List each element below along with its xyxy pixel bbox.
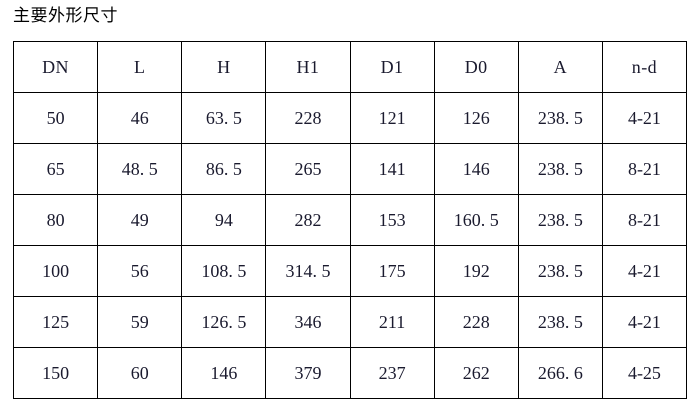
cell-d1: 211 <box>349 296 435 348</box>
page-title: 主要外形尺寸 <box>13 6 118 26</box>
column-header-dn: DN <box>12 41 99 93</box>
cell-d0: 160. 5 <box>433 194 519 246</box>
cell-dn: 100 <box>12 245 99 297</box>
table-row: 65 48. 5 86. 5 265 141 146 238. 5 8-21 <box>12 143 688 195</box>
table-row: 80 49 94 282 153 160. 5 238. 5 8-21 <box>12 194 688 246</box>
cell-d0: 228 <box>433 296 519 348</box>
column-header-nd: n-d <box>601 41 688 93</box>
cell-dn: 65 <box>12 143 99 195</box>
cell-nd: 4-25 <box>601 347 688 399</box>
cell-dn: 50 <box>12 92 99 144</box>
cell-l: 49 <box>97 194 183 246</box>
cell-nd: 8-21 <box>601 194 688 246</box>
cell-a: 238. 5 <box>517 296 603 348</box>
cell-h1: 314. 5 <box>265 245 351 297</box>
cell-dn: 80 <box>12 194 99 246</box>
cell-a: 238. 5 <box>517 194 603 246</box>
cell-h1: 346 <box>265 296 351 348</box>
table-row: 125 59 126. 5 346 211 228 238. 5 4-21 <box>12 296 688 348</box>
cell-h1: 379 <box>265 347 351 399</box>
cell-h: 126. 5 <box>181 296 267 348</box>
cell-l: 60 <box>97 347 183 399</box>
cell-h1: 282 <box>265 194 351 246</box>
main-dimensions-table: DN L H H1 D1 D0 A n-d 50 46 63. 5 228 12… <box>12 41 688 399</box>
cell-dn: 125 <box>12 296 99 348</box>
cell-l: 48. 5 <box>97 143 183 195</box>
table-container: DN L H H1 D1 D0 A n-d 50 46 63. 5 228 12… <box>12 41 688 399</box>
cell-h: 108. 5 <box>181 245 267 297</box>
cell-h: 94 <box>181 194 267 246</box>
column-header-h: H <box>181 41 267 93</box>
cell-d1: 175 <box>349 245 435 297</box>
cell-d0: 192 <box>433 245 519 297</box>
column-header-a: A <box>517 41 603 93</box>
column-header-d1: D1 <box>349 41 435 93</box>
cell-h: 63. 5 <box>181 92 267 144</box>
table-header: DN L H H1 D1 D0 A n-d <box>12 41 688 93</box>
column-header-l: L <box>97 41 183 93</box>
cell-nd: 4-21 <box>601 245 688 297</box>
cell-h: 86. 5 <box>181 143 267 195</box>
cell-d1: 153 <box>349 194 435 246</box>
cell-a: 266. 6 <box>517 347 603 399</box>
cell-a: 238. 5 <box>517 245 603 297</box>
column-header-h1: H1 <box>265 41 351 93</box>
table-row: 50 46 63. 5 228 121 126 238. 5 4-21 <box>12 92 688 144</box>
cell-d0: 262 <box>433 347 519 399</box>
table-body: 50 46 63. 5 228 121 126 238. 5 4-21 65 4… <box>12 92 688 399</box>
cell-dn: 150 <box>12 347 99 399</box>
table-row: 150 60 146 379 237 262 266. 6 4-25 <box>12 347 688 399</box>
cell-d1: 237 <box>349 347 435 399</box>
cell-l: 56 <box>97 245 183 297</box>
cell-a: 238. 5 <box>517 143 603 195</box>
cell-nd: 4-21 <box>601 92 688 144</box>
cell-d0: 126 <box>433 92 519 144</box>
cell-h: 146 <box>181 347 267 399</box>
column-header-d0: D0 <box>433 41 519 93</box>
cell-nd: 8-21 <box>601 143 688 195</box>
table-header-row: DN L H H1 D1 D0 A n-d <box>12 41 688 93</box>
cell-l: 59 <box>97 296 183 348</box>
cell-a: 238. 5 <box>517 92 603 144</box>
cell-h1: 228 <box>265 92 351 144</box>
cell-d0: 146 <box>433 143 519 195</box>
cell-d1: 121 <box>349 92 435 144</box>
table-row: 100 56 108. 5 314. 5 175 192 238. 5 4-21 <box>12 245 688 297</box>
cell-h1: 265 <box>265 143 351 195</box>
cell-nd: 4-21 <box>601 296 688 348</box>
cell-d1: 141 <box>349 143 435 195</box>
cell-l: 46 <box>97 92 183 144</box>
